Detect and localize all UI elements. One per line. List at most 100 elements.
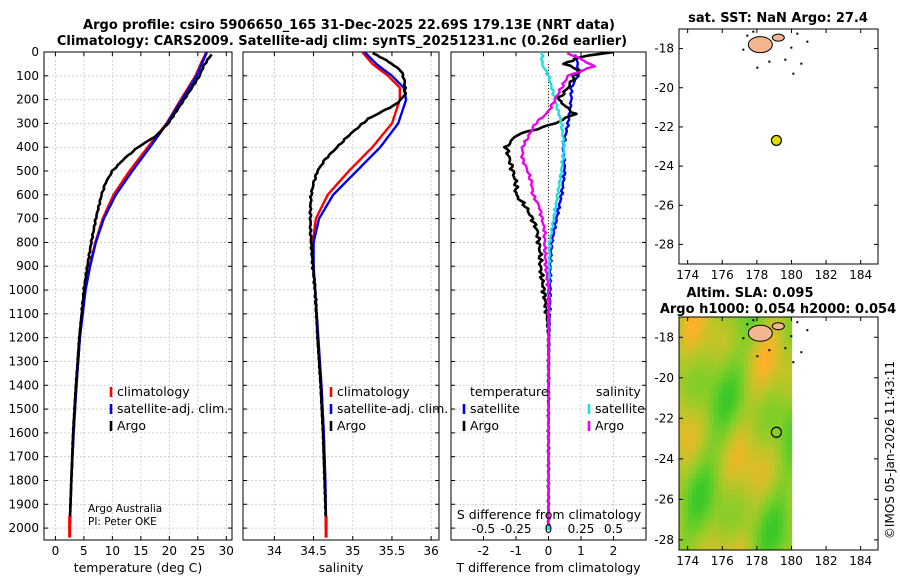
heatmap-cell — [713, 474, 719, 480]
heatmap-cell — [761, 413, 767, 419]
heatmap-cell — [748, 458, 754, 465]
heatmap-cell — [700, 469, 706, 475]
heatmap-cell — [700, 458, 706, 465]
heatmap-cell — [739, 448, 745, 455]
heatmap-cell — [687, 347, 693, 354]
heatmap-cell — [756, 408, 762, 414]
heatmap-cell — [735, 317, 741, 323]
heatmap-cell — [687, 504, 693, 511]
heatmap-cell — [700, 479, 706, 485]
heatmap-cell — [713, 337, 719, 343]
heatmap-cell — [705, 499, 710, 505]
heatmap-cell — [739, 398, 745, 404]
heatmap-cell — [743, 342, 749, 348]
heatmap-cell — [735, 372, 741, 379]
heatmap-cell — [743, 489, 749, 495]
heatmap-cell — [692, 387, 697, 394]
heatmap-cell — [769, 443, 775, 450]
heatmap-cell — [687, 408, 693, 414]
heatmap-cell — [752, 347, 758, 354]
y-tick-label: 1000 — [8, 283, 39, 297]
heatmap-cell — [687, 428, 693, 435]
heatmap-cell — [709, 514, 715, 521]
heatmap-cell — [705, 519, 710, 526]
heatmap-cell — [713, 539, 719, 546]
heatmap-cell — [679, 322, 684, 328]
heatmap-cell — [782, 337, 788, 343]
heatmap-cell — [717, 372, 723, 379]
heatmap-cell — [735, 499, 741, 505]
heatmap-cell — [705, 362, 710, 369]
heatmap-cell — [726, 403, 732, 409]
heatmap-cell — [692, 534, 697, 541]
heatmap-cell — [748, 514, 754, 521]
heatmap-cell — [756, 443, 762, 450]
heatmap-cell — [765, 519, 771, 526]
heatmap-cell — [687, 357, 693, 364]
heatmap-cell — [692, 367, 697, 374]
heatmap-cell — [769, 367, 775, 374]
heatmap-cell — [769, 352, 775, 359]
heatmap-cell — [730, 469, 736, 475]
heatmap-cell — [713, 504, 719, 511]
heatmap-cell — [778, 408, 784, 414]
x-tick-label: 182 — [815, 268, 838, 282]
heatmap-cell — [726, 509, 732, 516]
heatmap-cell — [722, 342, 728, 348]
heatmap-cell — [735, 529, 741, 536]
heatmap-cell — [774, 504, 780, 511]
heatmap-cell — [782, 317, 788, 323]
heatmap-cell — [739, 408, 745, 414]
heatmap-cell — [739, 362, 745, 369]
heatmap-cell — [683, 539, 689, 546]
heatmap-cell — [787, 332, 793, 338]
heatmap-cell — [752, 463, 758, 470]
heatmap-cell — [743, 377, 749, 384]
heatmap-cell — [782, 524, 788, 531]
heatmap-cell — [782, 504, 788, 511]
heatmap-cell — [679, 443, 684, 450]
heatmap-cell — [748, 438, 754, 445]
heatmap-cell — [774, 453, 780, 460]
heatmap-cell — [717, 332, 723, 338]
heatmap-cell — [769, 499, 775, 505]
heatmap-cell — [752, 317, 758, 323]
heatmap-cell — [761, 372, 767, 379]
heatmap-cell — [735, 377, 741, 384]
heatmap-cell — [752, 393, 758, 399]
argo-float-marker — [770, 134, 783, 147]
heatmap-cell — [717, 382, 723, 389]
heatmap-cell — [774, 362, 780, 369]
heatmap-cell — [735, 423, 741, 430]
heatmap-cell — [679, 504, 684, 511]
heatmap-cell — [683, 474, 689, 480]
heatmap-cell — [713, 443, 719, 450]
x-tick-label: 184 — [849, 268, 872, 282]
legend-label: Argo — [117, 418, 146, 433]
heatmap-cell — [679, 534, 684, 541]
heatmap-cell — [787, 362, 793, 369]
heatmap-cell — [713, 332, 719, 338]
heatmap-cell — [756, 428, 762, 435]
heatmap-cell — [778, 418, 784, 424]
heatmap-cell — [743, 448, 749, 455]
heatmap-cell — [687, 469, 693, 475]
heatmap-cell — [726, 337, 732, 343]
islet — [768, 349, 771, 352]
heatmap-cell — [696, 524, 702, 531]
y-tick-label: -26 — [654, 492, 674, 506]
heatmap-cell — [679, 539, 684, 546]
heatmap-cell — [743, 403, 749, 409]
heatmap-cell — [735, 443, 741, 450]
heatmap-cell — [769, 433, 775, 440]
heatmap-cell — [774, 514, 780, 521]
profile-panel-2: 34 34.5 35 35.5 36 salinity climatology satelli… — [242, 51, 448, 575]
x-tick-label: 174 — [676, 268, 699, 282]
heatmap-cell — [705, 387, 710, 394]
heatmap-cell — [748, 398, 754, 404]
heatmap-cell — [752, 458, 758, 465]
heatmap-cell — [782, 347, 788, 354]
profile-panel-3: -2 -1 0 1 2 T difference from climatology S di… — [450, 51, 647, 575]
heatmap-cell — [765, 534, 771, 541]
heatmap-cell — [709, 438, 715, 445]
